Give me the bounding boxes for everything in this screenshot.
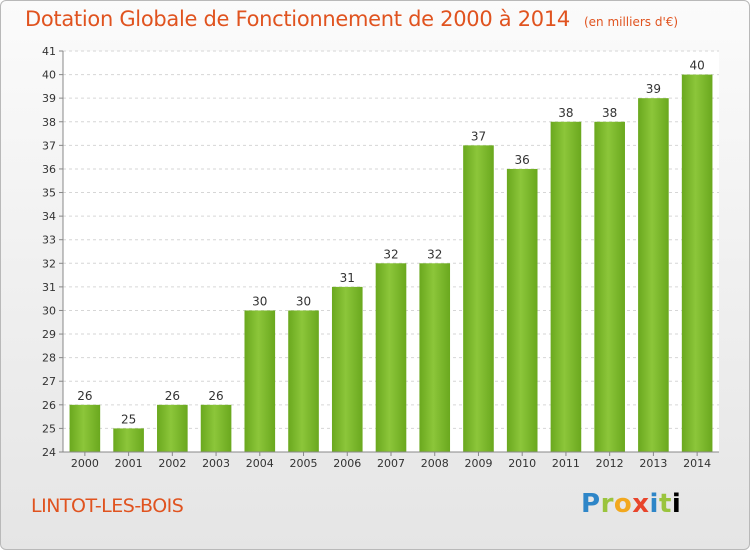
y-tick-label: 27: [42, 375, 56, 388]
bar-value-label: 32: [427, 247, 442, 261]
bar: [506, 168, 538, 453]
y-tick-label: 24: [42, 446, 56, 459]
x-tick-label: 2005: [290, 457, 318, 470]
bar-value-label: 37: [471, 129, 486, 143]
bar-value-label: 36: [515, 153, 530, 167]
bars: 26 25 26 26 30 30 31 32 32 37 36 38 38 39 40: [69, 59, 713, 453]
x-tick-label: 2008: [421, 457, 449, 470]
x-tick-label: 2011: [552, 457, 580, 470]
y-tick-label: 34: [42, 210, 56, 223]
bar-value-label: 39: [646, 82, 661, 96]
bar-value-label: 38: [558, 106, 573, 120]
bar: [594, 121, 625, 452]
bar-value-label: 40: [689, 59, 704, 73]
x-tick-label: 2004: [246, 457, 274, 470]
x-tick-label: 2002: [158, 457, 186, 470]
axes: 24 25 26 27 28 29 30 31 32 33 34 35 36 37 38 39 40 41 2000…: [42, 45, 719, 470]
y-tick-label: 32: [42, 257, 56, 270]
chart-title: Dotation Globale de Fonctionnement de 20…: [25, 7, 678, 31]
bar-value-label: 30: [252, 294, 267, 308]
y-tick-label: 38: [42, 116, 56, 129]
bar: [638, 98, 669, 453]
x-tick-label: 2012: [596, 457, 624, 470]
x-tick-label: 2013: [639, 457, 667, 470]
x-tick-label: 2007: [377, 457, 405, 470]
chart-subtitle: (en milliers d'€): [583, 15, 679, 29]
bar-value-label: 26: [77, 389, 92, 403]
bar: [419, 263, 451, 452]
y-tick-label: 36: [42, 163, 56, 176]
y-tick-label: 40: [42, 69, 56, 82]
bar: [331, 286, 363, 452]
logo-letter: o: [613, 489, 633, 519]
logo-letter: i: [649, 489, 659, 519]
bar-value-label: 30: [296, 294, 311, 308]
bar-value-label: 38: [602, 106, 617, 120]
bar-value-label: 26: [165, 389, 180, 403]
bar: [69, 404, 101, 452]
bar: [113, 428, 144, 452]
logo-letter: t: [658, 489, 672, 519]
y-tick-label: 25: [42, 422, 56, 435]
x-tick-label: 2009: [464, 457, 492, 470]
y-tick-label: 26: [42, 399, 56, 412]
x-tick-label: 2003: [202, 457, 230, 470]
bar: [550, 121, 582, 452]
bar: [375, 263, 407, 452]
bar: [288, 310, 319, 452]
chart-title-text: Dotation Globale de Fonctionnement de 20…: [25, 7, 570, 31]
bar: [200, 404, 232, 452]
bar-value-label: 26: [208, 389, 223, 403]
y-tick-label: 33: [42, 234, 56, 247]
y-tick-label: 28: [42, 352, 56, 365]
x-tick-label: 2014: [683, 457, 711, 470]
y-tick-label: 31: [42, 281, 56, 294]
y-tick-label: 39: [42, 92, 56, 105]
bar: [463, 145, 494, 452]
bar-value-label: 31: [340, 271, 355, 285]
logo-letter: i: [671, 489, 682, 519]
commune-name: LINTOT-LES-BOIS: [31, 495, 184, 517]
bar-value-label: 25: [121, 412, 136, 426]
y-tick-label: 41: [42, 45, 56, 58]
x-tick-label: 2006: [333, 457, 361, 470]
x-tick-label: 2000: [71, 457, 99, 470]
logo-letter: P: [581, 489, 601, 519]
logo-letter: x: [632, 489, 650, 519]
proxiti-logo: Proxiti: [581, 489, 681, 519]
y-tick-label: 30: [42, 304, 56, 317]
x-tick-label: 2001: [115, 457, 143, 470]
logo-letter: r: [600, 489, 614, 519]
bar: [681, 74, 713, 453]
bar: [157, 404, 188, 452]
y-tick-label: 29: [42, 328, 56, 341]
x-tick-label: 2010: [508, 457, 536, 470]
bar-value-label: 32: [383, 247, 398, 261]
bar: [244, 310, 276, 452]
y-tick-label: 35: [42, 187, 56, 200]
y-tick-label: 37: [42, 139, 56, 152]
